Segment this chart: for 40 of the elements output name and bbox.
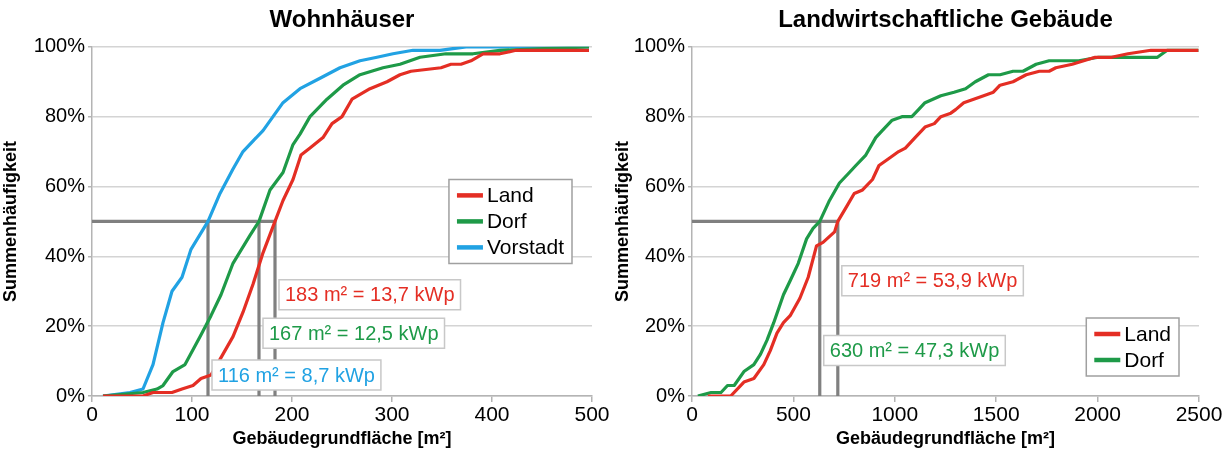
x-tick-label: 500 (574, 402, 610, 426)
x-tick-label: 1000 (871, 402, 919, 426)
x-tick-label: 2000 (1074, 402, 1121, 426)
x-tick-label: 0 (686, 402, 698, 426)
y-tick-label: 80% (644, 104, 686, 127)
y-tick-label: 40% (644, 243, 686, 266)
y-tick-label: 40% (44, 243, 86, 266)
x-tick-label: 400 (474, 402, 510, 426)
y-tick-label: 60% (44, 174, 86, 196)
y-tick-label: 80% (44, 104, 86, 127)
y-tick-label: 100% (33, 34, 86, 57)
y-tick-label: 20% (644, 313, 686, 336)
x-tick-label: 100 (174, 402, 210, 426)
y-tick-label: 100% (633, 34, 686, 57)
x-axis-title: Gebäudegrundfläche [m²] (232, 428, 452, 449)
x-tick-label: 300 (374, 402, 410, 426)
legend-label: Land (1124, 321, 1171, 345)
x-tick-label: 2500 (1175, 402, 1223, 426)
annotation: 719 m² = 53,9 kWp (847, 269, 1018, 292)
annotation: 167 m² = 12,5 kWp (269, 321, 439, 344)
x-tick-label: 200 (274, 402, 310, 426)
y-tick-label: 60% (644, 174, 686, 196)
x-axis-title: Gebäudegrundfläche [m²] (835, 428, 1056, 449)
y-axis-title: Summenhäufigkeit (611, 140, 632, 302)
chart-title: Wohnhäuser (269, 5, 415, 33)
chart-title: Landwirtschaftliche Gebäude (778, 5, 1113, 33)
annotation: 116 m² = 8,7 kWp (218, 363, 375, 386)
x-tick-label: 0 (86, 402, 98, 426)
legend-label: Dorf (1124, 347, 1165, 371)
y-axis-title: Summenhäufigkeit (0, 140, 20, 302)
annotation: 183 m² = 13,7 kWp (285, 283, 455, 306)
y-tick-label: 0% (56, 383, 86, 406)
legend-label: Land (486, 183, 534, 207)
legend-label: Dorf (486, 209, 527, 233)
y-tick-label: 0% (656, 383, 686, 406)
annotation: 630 m² = 47,3 kWp (829, 339, 1000, 362)
legend-label: Vorstadt (486, 235, 565, 259)
x-tick-label: 500 (775, 402, 811, 426)
x-tick-label: 1500 (972, 402, 1020, 426)
y-tick-label: 20% (44, 313, 86, 336)
